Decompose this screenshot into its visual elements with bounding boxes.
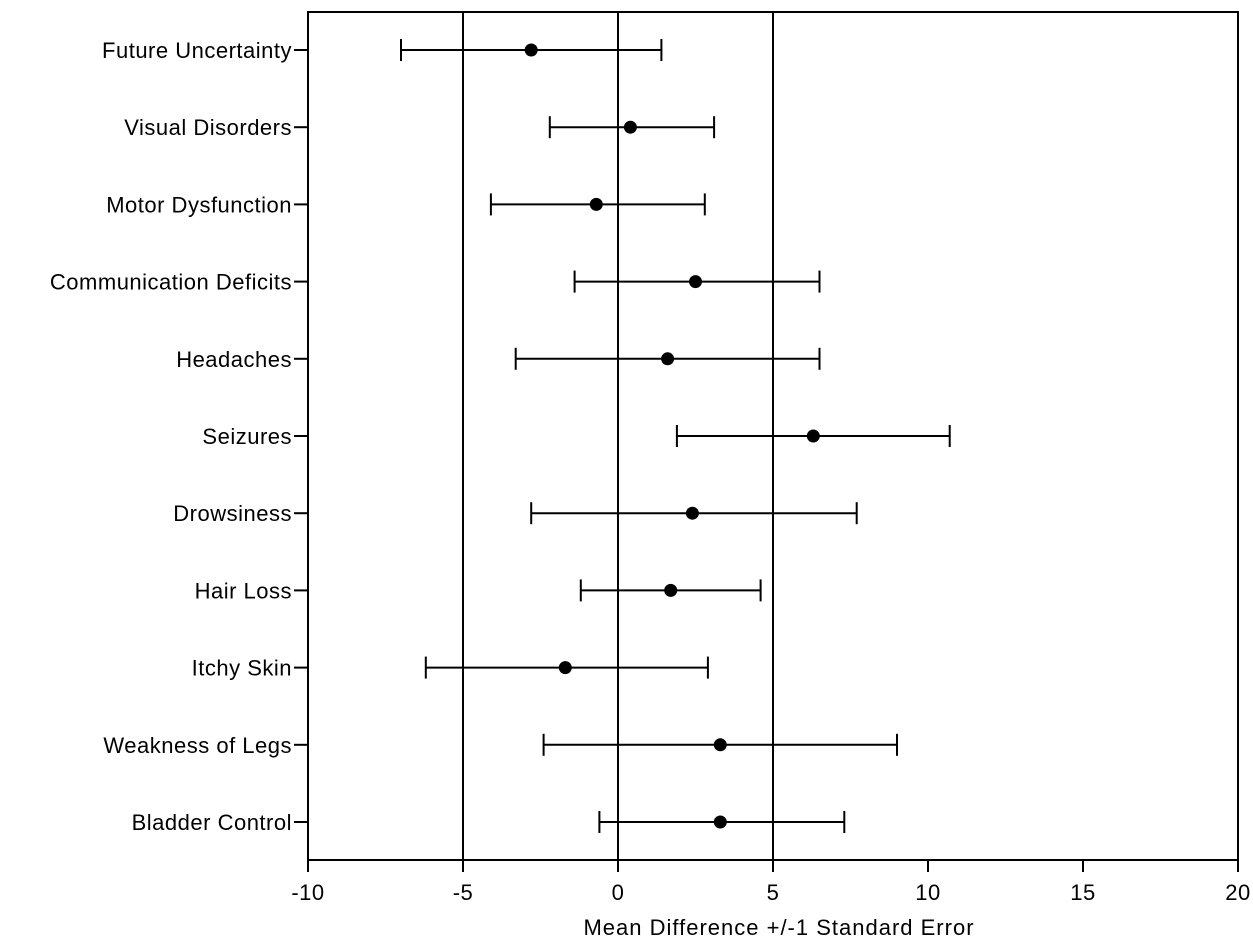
x-tick-label: 0 — [612, 880, 625, 905]
mean-point — [664, 583, 678, 597]
category-label: Drowsiness — [173, 501, 292, 526]
category-label: Communication Deficits — [50, 270, 292, 295]
mean-point — [689, 275, 702, 289]
mean-point — [623, 120, 637, 134]
category-label: Seizures — [202, 424, 292, 449]
y-axis: Future Uncertainty Visual Disorders Motor … — [50, 38, 308, 835]
x-tick-label: 5 — [767, 880, 780, 905]
x-tick-label: 10 — [915, 880, 940, 905]
x-axis: -10 -5 0 5 10 15 20 — [291, 860, 1250, 905]
x-tick-label: 20 — [1225, 880, 1250, 905]
category-label: Itchy Skin — [192, 656, 292, 681]
mean-point — [589, 197, 603, 211]
mean-point — [558, 661, 572, 675]
mean-point — [685, 506, 699, 520]
category-label: Motor Dysfunction — [106, 192, 292, 217]
mean-point — [806, 429, 820, 443]
category-label: Weakness of Legs — [103, 733, 292, 758]
data-marks — [400, 39, 951, 833]
x-tick-label: -5 — [453, 880, 474, 905]
x-tick-label: 15 — [1070, 880, 1095, 905]
mean-point — [524, 43, 538, 57]
category-label: Visual Disorders — [124, 115, 292, 140]
x-tick-label: -10 — [291, 880, 324, 905]
category-label: Future Uncertainty — [102, 38, 292, 63]
mean-point — [661, 352, 675, 366]
mean-point — [713, 738, 727, 752]
mean-point — [713, 815, 727, 829]
category-label: Hair Loss — [195, 578, 292, 603]
category-label: Headaches — [176, 347, 292, 372]
x-axis-label: Mean Difference +/-1 Standard Error — [583, 915, 974, 940]
category-label: Bladder Control — [132, 810, 292, 835]
